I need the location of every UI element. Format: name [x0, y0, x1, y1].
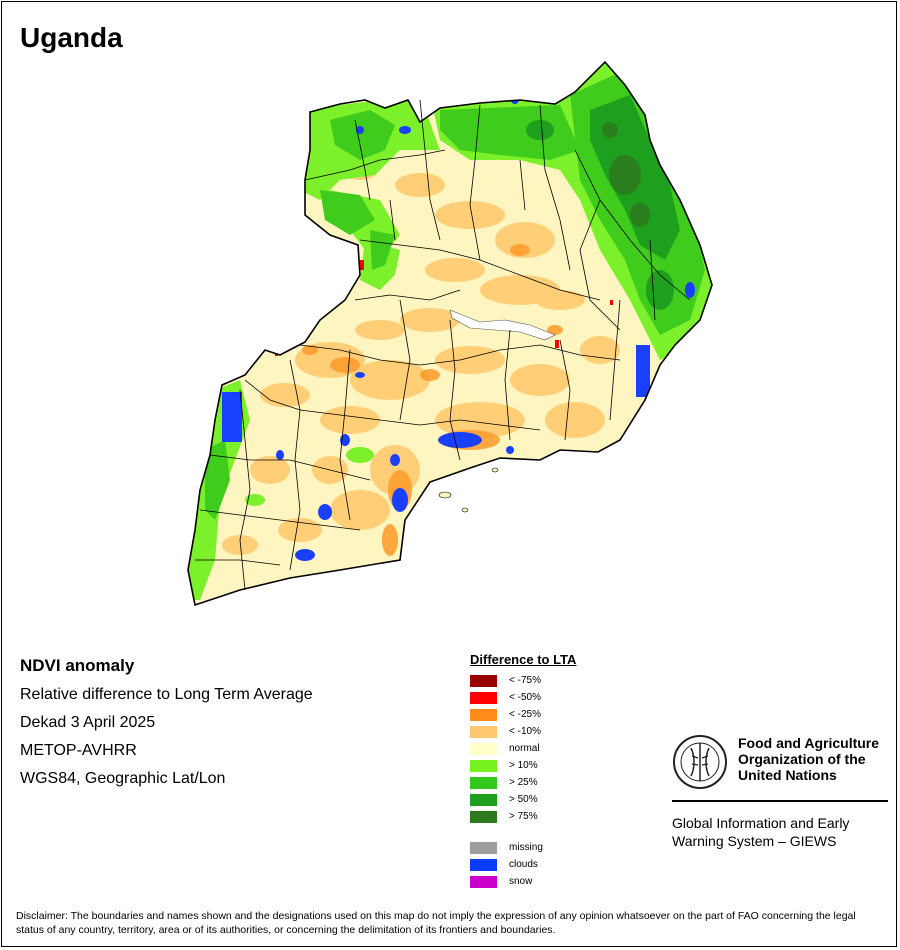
uganda-map [187, 61, 713, 606]
disclaimer-text: Disclaimer: The boundaries and names sho… [16, 910, 856, 936]
product-name: NDVI anomaly [20, 656, 135, 675]
legend-label: < -50% [509, 692, 541, 703]
legend-swatch [470, 743, 497, 755]
legend-label: < -25% [509, 709, 541, 720]
anomaly-layer [188, 62, 712, 600]
legend-main-items: < -75% < -50% < -25% < -10% normal > 10% > 25%… [470, 673, 576, 826]
legend-item: < -25% [470, 707, 576, 724]
legend-label: missing [509, 842, 543, 853]
legend-label: normal [509, 743, 540, 754]
legend-label: > 50% [509, 794, 538, 805]
legend-label: > 10% [509, 760, 538, 771]
lake-victoria-islands [438, 467, 499, 513]
legend-swatch [470, 794, 497, 806]
legend-swatch [470, 675, 497, 687]
legend-item: snow [470, 874, 576, 891]
legend-item: < -50% [470, 690, 576, 707]
system-name: Global Information and Early Warning Sys… [672, 814, 888, 850]
product-description: Relative difference to Long Term Average [20, 686, 313, 703]
legend-item: < -10% [470, 724, 576, 741]
legend-swatch [470, 811, 497, 823]
legend: Difference to LTA < -75% < -50% < -25% < -1… [470, 652, 576, 891]
legend-extra-items: missing clouds snow [470, 840, 576, 891]
legend-swatch [470, 876, 497, 888]
legend-swatch [470, 777, 497, 789]
legend-item: clouds [470, 857, 576, 874]
product-period: Dekad 3 April 2025 [20, 714, 156, 731]
legend-label: > 25% [509, 777, 538, 788]
minus10-patches [222, 160, 620, 555]
product-projection: WGS84, Geographic Lat/Lon [20, 770, 226, 787]
legend-item: > 10% [470, 758, 576, 775]
legend-item: missing [470, 840, 576, 857]
plus75-areas [602, 122, 650, 227]
legend-item: > 75% [470, 809, 576, 826]
map-title: Uganda [20, 22, 123, 53]
system-name-line1: Global Information and Early [672, 815, 850, 831]
system-name-line2: Warning System – GIEWS [672, 833, 837, 849]
organization-name-line3: United Nations [738, 767, 837, 783]
legend-item: normal [470, 741, 576, 758]
legend-swatch [470, 692, 497, 704]
legend-label: > 75% [509, 811, 538, 822]
legend-title: Difference to LTA [470, 652, 577, 667]
district-boundaries [195, 99, 691, 591]
fao-logo-icon [673, 735, 727, 789]
legend-swatch [470, 709, 497, 721]
legend-label: < -10% [509, 726, 541, 737]
legend-swatch [470, 726, 497, 738]
legend-item: > 25% [470, 775, 576, 792]
legend-label: snow [509, 876, 533, 887]
organization-name-line1: Food and Agriculture [738, 735, 880, 751]
cloud-patches [222, 96, 695, 561]
legend-swatch [470, 760, 497, 772]
legend-item: > 50% [470, 792, 576, 809]
divider [672, 800, 888, 802]
legend-label: clouds [509, 859, 538, 870]
product-info: NDVI anomaly Relative difference to Long… [20, 656, 313, 798]
legend-label: < -75% [509, 675, 541, 686]
legend-swatch [470, 842, 497, 854]
legend-item: < -75% [470, 673, 576, 690]
legend-swatch [470, 859, 497, 871]
lake-kyoga [449, 309, 556, 341]
product-sensor: METOP-AVHRR [20, 742, 137, 759]
organization-name-line2: Organization of the [738, 751, 866, 767]
organization-name: Food and Agriculture Organization of the… [738, 735, 879, 783]
